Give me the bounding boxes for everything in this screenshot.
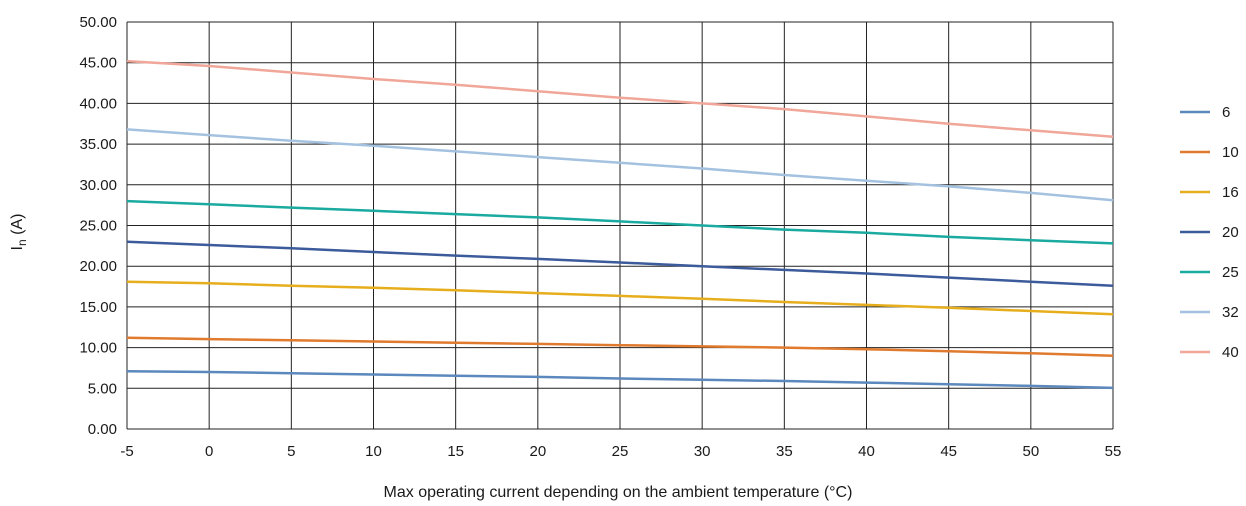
legend-label-32: 32 xyxy=(1222,304,1239,321)
series-line-16 xyxy=(126,280,1114,316)
series-line-25 xyxy=(126,199,1114,245)
x-tick-label: 40 xyxy=(858,443,875,460)
y-tick-label: 0.00 xyxy=(88,421,117,438)
series-lines xyxy=(126,59,1114,390)
legend-label-25: 25 xyxy=(1222,264,1239,281)
y-tick-label: 30.00 xyxy=(79,177,117,194)
y-tick-label: 25.00 xyxy=(79,218,117,235)
series-line-20 xyxy=(126,240,1114,287)
x-tick-label: 15 xyxy=(447,443,464,460)
y-tick-label: 10.00 xyxy=(79,340,117,357)
x-tick-label: 50 xyxy=(1022,443,1039,460)
x-axis-ticks: -5 0 5 10 15 20 25 30 35 40 45 50 55 xyxy=(120,443,1121,460)
y-axis-title: In (A) xyxy=(9,214,29,251)
x-tick-label: 5 xyxy=(287,443,295,460)
x-tick-label: -5 xyxy=(120,443,133,460)
grid xyxy=(126,21,1114,430)
x-tick-label: 10 xyxy=(365,443,382,460)
series-line-40 xyxy=(126,59,1114,139)
y-tick-label: 45.00 xyxy=(79,55,117,72)
x-tick-label: 30 xyxy=(694,443,711,460)
x-tick-label: 45 xyxy=(940,443,957,460)
x-axis-title: Max operating current depending on the a… xyxy=(384,484,853,501)
series-line-32 xyxy=(126,128,1114,202)
y-tick-label: 20.00 xyxy=(79,258,117,275)
series-line-10 xyxy=(126,336,1114,357)
x-tick-label: 35 xyxy=(776,443,793,460)
x-tick-label: 55 xyxy=(1105,443,1122,460)
legend-label-40: 40 xyxy=(1222,344,1239,361)
legend-label-6: 6 xyxy=(1222,104,1230,121)
x-tick-label: 25 xyxy=(612,443,629,460)
y-axis-ticks: 0.00 5.00 10.00 15.00 20.00 25.00 30.00 35.00 40… xyxy=(79,14,117,438)
y-tick-label: 35.00 xyxy=(79,136,117,153)
y-tick-label: 15.00 xyxy=(79,299,117,316)
x-tick-label: 0 xyxy=(205,443,213,460)
legend: 6 10 16 20 25 32 40 xyxy=(1180,104,1239,361)
y-tick-label: 50.00 xyxy=(79,14,117,31)
legend-label-16: 16 xyxy=(1222,184,1239,201)
y-tick-label: 40.00 xyxy=(79,95,117,112)
legend-label-20: 20 xyxy=(1222,224,1239,241)
x-tick-label: 20 xyxy=(529,443,546,460)
legend-label-10: 10 xyxy=(1222,144,1239,161)
y-tick-label: 5.00 xyxy=(88,380,117,397)
series-line-6 xyxy=(126,369,1114,390)
